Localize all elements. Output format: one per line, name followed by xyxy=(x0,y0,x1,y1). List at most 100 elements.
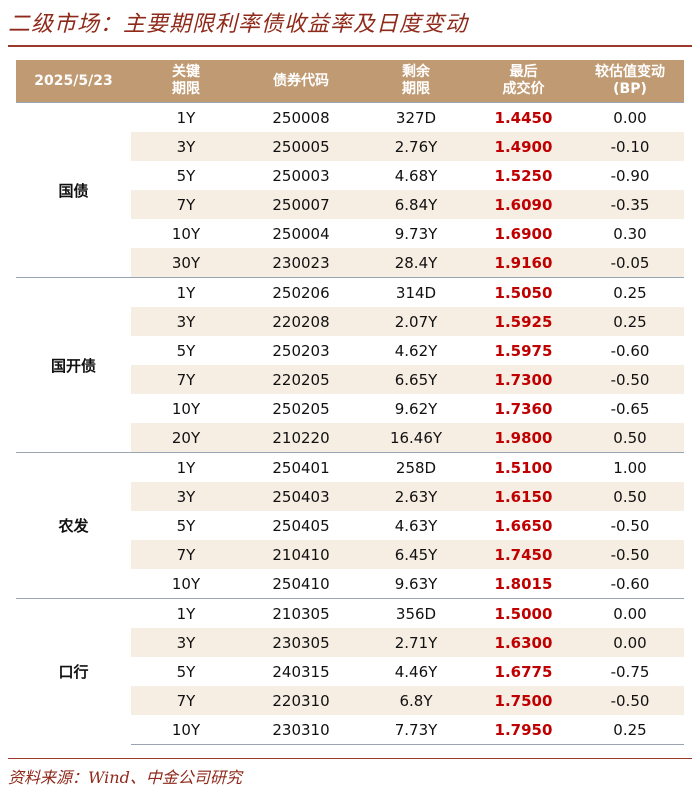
term-cell: 5Y xyxy=(176,341,196,360)
change-cell: 0.25 xyxy=(576,307,684,336)
code-cell: 250203 xyxy=(272,341,330,360)
table-row: 国债 1Y 250008 327D 1.4450 0.00 xyxy=(16,102,684,278)
price-cell: 1.7450 xyxy=(471,540,576,569)
yield-table: 2025/5/23 关键 期限 债券代码 剩余 期限 最后 成交价 较估值变动 (BP)… xyxy=(16,60,684,745)
change-cell: -0.50 xyxy=(610,516,650,535)
code-cell: 230310 xyxy=(241,715,361,745)
remain-cell: 2.63Y xyxy=(361,482,471,511)
price-cell: 1.6300 xyxy=(471,628,576,657)
term-cell: 1Y xyxy=(131,277,241,307)
price-cell: 1.4900 xyxy=(471,132,576,161)
code-cell: 240315 xyxy=(272,662,330,681)
term-cell: 1Y xyxy=(131,598,241,628)
remain-cell: 7.73Y xyxy=(361,715,471,745)
change-cell: 0.00 xyxy=(576,102,684,132)
group-label: 国债 xyxy=(16,102,131,278)
table-row: 3Y 250403 2.63Y 1.6150 0.50 xyxy=(16,482,684,511)
table-row: 7Y 210410 6.45Y 1.7450 -0.50 xyxy=(16,540,684,569)
change-cell: -0.35 xyxy=(576,190,684,219)
remain-cell: 2.07Y xyxy=(361,307,471,336)
remain-cell: 327D xyxy=(361,102,471,132)
remain-cell: 4.63Y xyxy=(394,516,438,535)
table-row: 5Y 240315 4.46Y 1.6775 -0.75 xyxy=(16,657,684,686)
price-cell: 1.5000 xyxy=(471,598,576,628)
code-cell: 230305 xyxy=(241,628,361,657)
remain-cell: 4.68Y xyxy=(394,166,438,185)
price-cell: 1.7950 xyxy=(471,715,576,745)
term-cell: 3Y xyxy=(131,628,241,657)
term-cell: 7Y xyxy=(131,686,241,715)
change-cell: 0.30 xyxy=(613,224,647,243)
table-row: 3Y 250005 2.76Y 1.4900 -0.10 xyxy=(16,132,684,161)
remain-cell: 2.76Y xyxy=(361,132,471,161)
change-cell: 0.50 xyxy=(576,423,684,453)
price-cell: 1.8015 xyxy=(494,574,553,593)
change-cell: 1.00 xyxy=(576,452,684,482)
remain-cell: 356D xyxy=(361,598,471,628)
code-cell: 250008 xyxy=(241,102,361,132)
header-price: 最后 成交价 xyxy=(471,60,576,103)
change-cell: -0.50 xyxy=(576,686,684,715)
code-cell: 250410 xyxy=(272,574,330,593)
code-cell: 250007 xyxy=(241,190,361,219)
remain-cell: 4.62Y xyxy=(394,341,438,360)
table-row: 20Y 210220 16.46Y 1.9800 0.50 xyxy=(16,423,684,453)
header-term: 关键 期限 xyxy=(131,60,241,103)
price-cell: 1.5050 xyxy=(471,277,576,307)
change-cell: -0.50 xyxy=(576,540,684,569)
code-cell: 210410 xyxy=(241,540,361,569)
term-cell: 5Y xyxy=(176,662,196,681)
term-cell: 3Y xyxy=(131,132,241,161)
price-cell: 1.9160 xyxy=(471,248,576,278)
price-cell: 1.6150 xyxy=(471,482,576,511)
remain-cell: 9.63Y xyxy=(394,574,438,593)
header-change: 较估值变动 (BP) xyxy=(576,60,684,103)
remain-cell: 6.45Y xyxy=(361,540,471,569)
table-row: 农发 1Y 250401 258D 1.5100 1.00 xyxy=(16,452,684,599)
remain-cell: 9.62Y xyxy=(394,399,438,418)
term-cell: 7Y xyxy=(131,190,241,219)
term-cell: 5Y xyxy=(176,516,196,535)
code-cell: 250005 xyxy=(241,132,361,161)
header-remain: 剩余 期限 xyxy=(361,60,471,103)
table-row: 3Y 230305 2.71Y 1.6300 0.00 xyxy=(16,628,684,657)
code-cell: 210220 xyxy=(241,423,361,453)
term-cell: 3Y xyxy=(131,482,241,511)
term-cell: 30Y xyxy=(131,248,241,278)
code-cell: 250401 xyxy=(241,452,361,482)
remain-cell: 2.71Y xyxy=(361,628,471,657)
table-row: 30Y 230023 28.4Y 1.9160 -0.05 xyxy=(16,248,684,278)
page-title: 二级市场：主要期限利率债收益率及日度变动 xyxy=(8,12,469,37)
term-cell: 7Y xyxy=(131,540,241,569)
term-cell: 10Y xyxy=(171,574,201,593)
term-cell: 1Y xyxy=(131,102,241,132)
code-cell: 250403 xyxy=(241,482,361,511)
source-note: 资料来源：Wind、中金公司研究 xyxy=(8,768,242,787)
code-cell: 250004 xyxy=(272,224,330,243)
code-cell: 220310 xyxy=(241,686,361,715)
header-code: 债券代码 xyxy=(241,60,361,103)
table-row: 7Y 220310 6.8Y 1.7500 -0.50 xyxy=(16,686,684,715)
group-label: 口行 xyxy=(16,598,131,745)
price-cell: 1.9800 xyxy=(471,423,576,453)
price-cell: 1.6650 xyxy=(494,516,553,535)
table-row: 7Y 250007 6.84Y 1.6090 -0.35 xyxy=(16,190,684,219)
source-divider xyxy=(8,758,692,759)
price-cell: 1.6900 xyxy=(494,224,553,243)
code-cell: 250003 xyxy=(272,166,330,185)
remain-cell: 6.8Y xyxy=(361,686,471,715)
remain-cell: 6.84Y xyxy=(361,190,471,219)
remain-cell: 314D xyxy=(361,277,471,307)
code-cell: 220208 xyxy=(241,307,361,336)
header-date: 2025/5/23 xyxy=(16,60,131,103)
remain-cell: 9.73Y xyxy=(394,224,438,243)
price-cell: 1.5925 xyxy=(471,307,576,336)
price-cell: 1.7300 xyxy=(471,365,576,394)
remain-cell: 4.46Y xyxy=(394,662,438,681)
price-cell: 1.5250 xyxy=(494,166,553,185)
remain-cell: 28.4Y xyxy=(361,248,471,278)
price-cell: 1.5975 xyxy=(494,341,553,360)
change-cell: 0.00 xyxy=(576,628,684,657)
table-row: 3Y 220208 2.07Y 1.5925 0.25 xyxy=(16,307,684,336)
remain-cell: 258D xyxy=(361,452,471,482)
